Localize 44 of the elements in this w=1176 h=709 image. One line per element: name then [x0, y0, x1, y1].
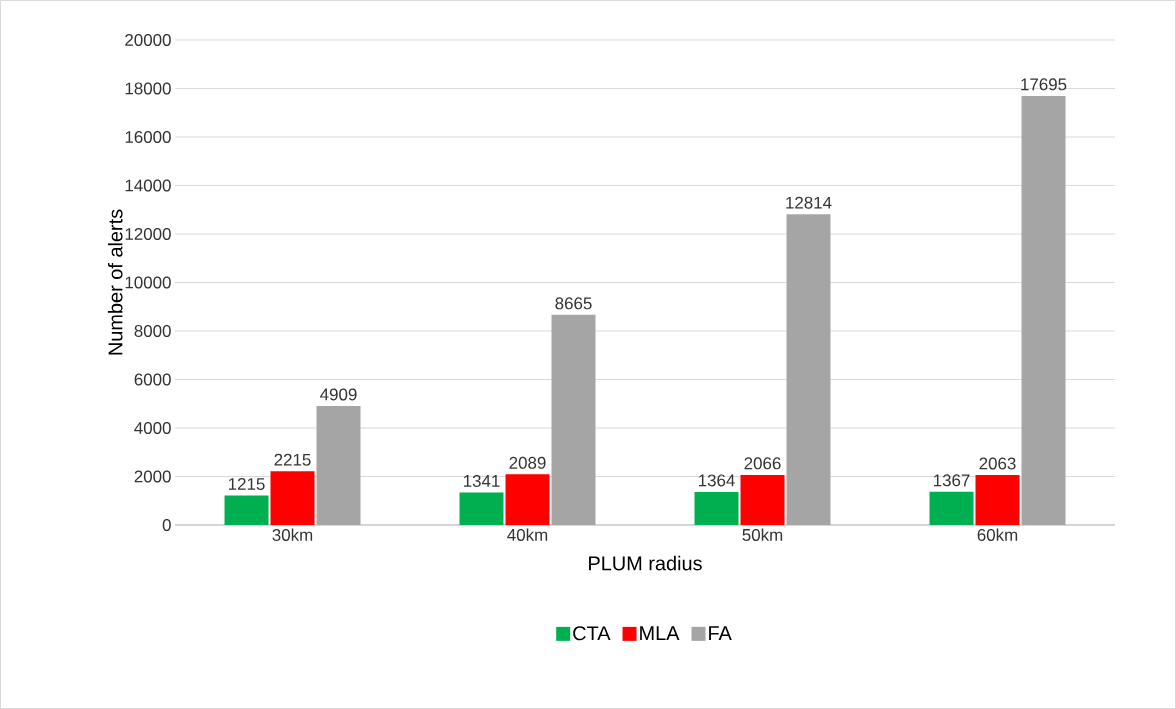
data-label: 1364 [698, 474, 735, 487]
y-tick-label: 12000 [125, 227, 171, 240]
bar [224, 495, 269, 525]
bar [316, 405, 361, 525]
y-axis-title: Number of alerts [107, 209, 123, 355]
data-label: 2066 [744, 457, 781, 470]
data-label: 2063 [979, 457, 1016, 470]
y-tick-label: 20000 [125, 33, 171, 46]
x-tick-label: 40km [507, 528, 548, 541]
bar [929, 491, 974, 525]
data-label: 4909 [320, 388, 357, 401]
data-label: 1341 [463, 474, 500, 487]
data-label: 2089 [509, 456, 546, 469]
y-tick-label: 8000 [134, 324, 171, 337]
data-label: 1215 [228, 478, 265, 491]
data-label: 12814 [786, 196, 832, 209]
x-tick-label: 60km [977, 528, 1018, 541]
bar [459, 492, 504, 525]
legend-label: CTA [573, 626, 611, 641]
data-label: 8665 [555, 297, 592, 310]
x-tick-label: 30km [272, 528, 313, 541]
y-tick-label: 18000 [125, 82, 171, 95]
bar [505, 474, 550, 525]
bar [786, 214, 831, 525]
bar [1021, 95, 1066, 525]
y-tick-label: 0 [162, 518, 171, 531]
y-tick-label: 6000 [134, 373, 171, 386]
bar [694, 491, 739, 525]
bar [270, 471, 315, 525]
bar [975, 474, 1020, 525]
y-tick-label: 10000 [125, 276, 171, 289]
bar [740, 474, 785, 525]
bar [551, 314, 596, 525]
data-label: 17695 [1021, 78, 1067, 91]
y-tick-label: 4000 [134, 421, 171, 434]
x-axis-title: PLUM radius [589, 555, 702, 571]
data-label: 1367 [933, 474, 970, 487]
legend-label: MLA [640, 626, 680, 640]
y-tick-label: 2000 [134, 470, 171, 483]
y-tick-label: 14000 [125, 179, 171, 192]
data-label: 2215 [274, 453, 311, 466]
x-tick-label: 50km [742, 528, 783, 541]
y-tick-label: 16000 [125, 130, 171, 143]
legend-label: FA [709, 626, 732, 640]
